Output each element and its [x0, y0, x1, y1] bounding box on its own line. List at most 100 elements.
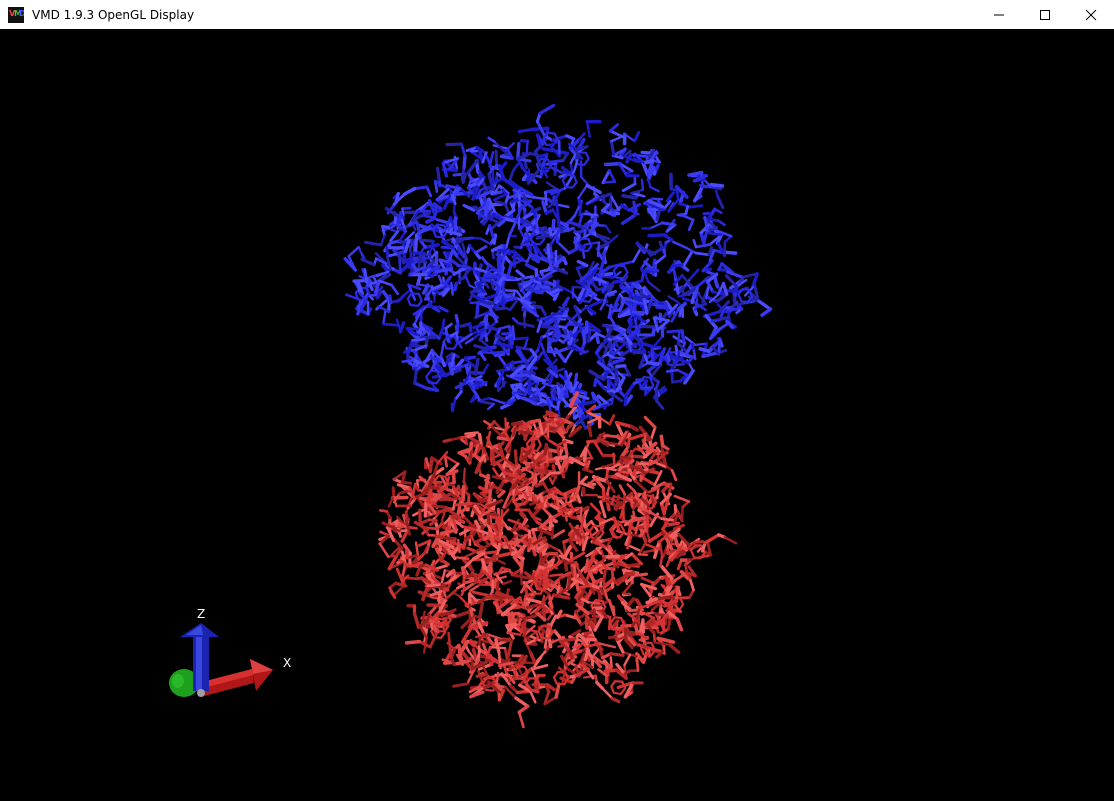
bond: [434, 534, 444, 540]
bond: [464, 358, 478, 369]
bond: [414, 233, 419, 253]
bond: [651, 611, 668, 618]
bond: [494, 333, 506, 342]
bond: [482, 569, 495, 583]
bond: [343, 257, 358, 272]
bond: [494, 638, 513, 643]
bond: [571, 577, 588, 587]
bond: [505, 261, 514, 279]
bond: [631, 282, 641, 288]
bond: [557, 429, 566, 440]
bond: [486, 680, 501, 694]
bond: [481, 558, 486, 573]
bond: [665, 368, 679, 373]
bond: [549, 573, 564, 577]
bond: [477, 292, 488, 297]
bond: [429, 589, 443, 597]
bond: [428, 491, 444, 503]
bond: [674, 184, 689, 199]
bond: [568, 649, 575, 662]
bond: [622, 149, 632, 158]
bond: [551, 511, 564, 520]
bond: [642, 285, 656, 301]
bond: [632, 489, 642, 506]
bond: [538, 233, 553, 240]
bond: [519, 572, 523, 586]
bond: [694, 243, 712, 249]
bond: [475, 188, 482, 200]
bond: [612, 452, 616, 465]
bond: [530, 207, 538, 220]
bond: [685, 246, 697, 255]
bond: [440, 245, 453, 250]
bond: [378, 534, 390, 546]
bond: [408, 486, 416, 500]
bond: [550, 134, 569, 143]
bond: [462, 203, 476, 212]
bond: [462, 480, 468, 490]
bond: [529, 499, 544, 506]
bond: [608, 358, 625, 366]
bond: [510, 595, 521, 609]
bond: [497, 249, 512, 256]
bond: [564, 370, 572, 386]
bond: [632, 349, 647, 355]
bond: [512, 163, 520, 172]
bond: [625, 207, 640, 216]
bond: [415, 561, 424, 577]
bond: [478, 601, 485, 620]
bond: [536, 317, 543, 333]
bond: [513, 449, 519, 468]
close-button[interactable]: [1068, 0, 1114, 29]
bond: [427, 240, 435, 256]
bond: [526, 357, 537, 371]
aromatic-ring: [519, 222, 536, 238]
bond: [654, 254, 667, 265]
bond: [717, 268, 731, 272]
bond: [398, 258, 402, 275]
bond: [717, 300, 731, 314]
bond: [392, 248, 406, 265]
bond: [460, 627, 473, 644]
bond: [684, 570, 697, 578]
bond: [397, 558, 412, 567]
bond: [455, 583, 466, 590]
bond: [645, 450, 655, 453]
bond: [388, 228, 398, 233]
bond: [623, 664, 628, 680]
bond: [465, 145, 479, 153]
bond: [618, 293, 625, 301]
bond: [485, 436, 495, 453]
bond: [450, 240, 459, 247]
bond: [416, 495, 427, 510]
bond: [586, 420, 593, 438]
bond: [701, 259, 714, 273]
bond: [558, 639, 572, 653]
bond: [416, 275, 422, 287]
bond: [620, 277, 632, 291]
bond: [760, 307, 773, 317]
bond: [423, 288, 433, 301]
bond: [516, 141, 521, 161]
bond: [356, 298, 362, 316]
bond: [622, 154, 637, 163]
bond: [436, 450, 449, 465]
maximize-button[interactable]: [1022, 0, 1068, 29]
bond: [486, 511, 491, 525]
bond: [582, 447, 588, 462]
bond: [680, 328, 686, 345]
bond: [439, 569, 447, 587]
bond: [667, 198, 680, 213]
bond: [556, 240, 571, 255]
opengl-display-canvas[interactable]: X Z: [0, 29, 1114, 801]
bond: [497, 164, 506, 182]
bond: [443, 454, 460, 466]
bond: [544, 462, 548, 475]
bond: [548, 476, 554, 485]
aromatic-ring: [576, 237, 593, 253]
bond: [669, 527, 681, 538]
minimize-button[interactable]: [976, 0, 1022, 29]
bond: [519, 448, 533, 464]
